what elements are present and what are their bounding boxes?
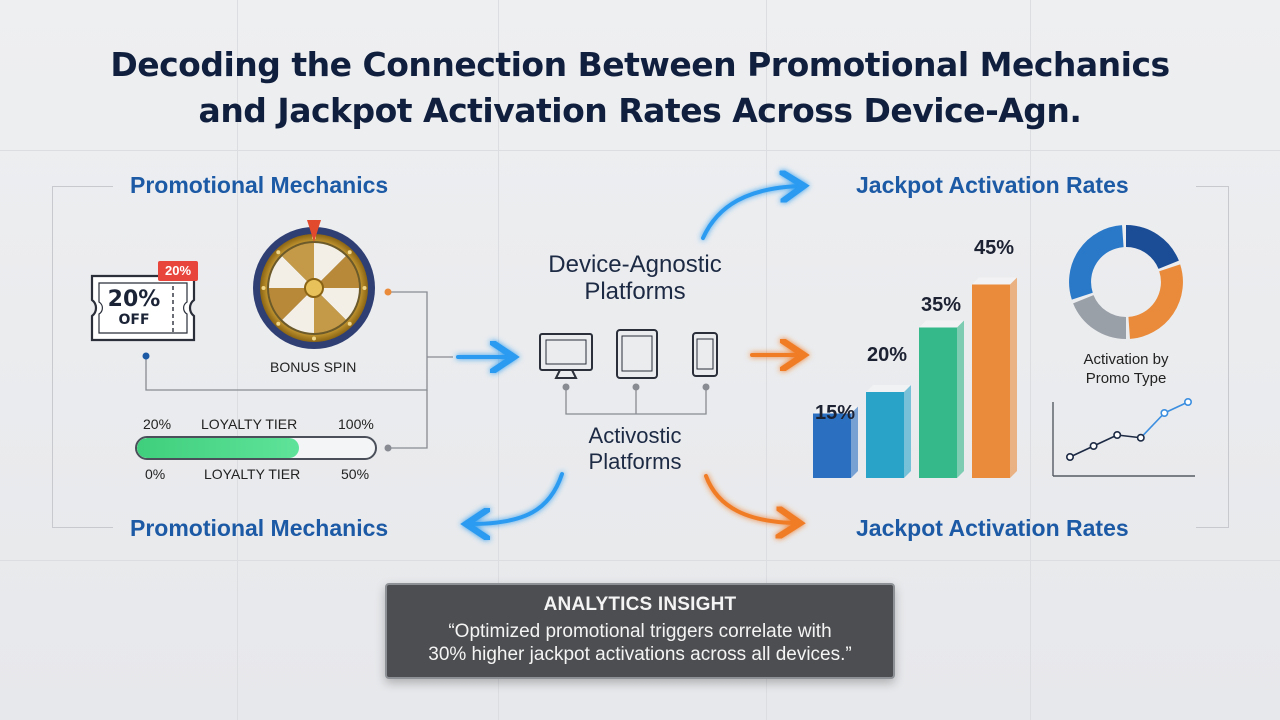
loyalty-bottom-min: 0% [145,466,166,482]
bar [866,385,911,478]
connector-dot [562,383,570,391]
activostic-line2: Platforms [588,449,682,474]
donut-caption: Activation by Promo Type [1056,350,1196,388]
promotional-mechanics-heading-bottom: Promotional Mechanics [130,515,389,541]
trend-point [1066,452,1075,461]
phone-icon [692,332,718,377]
page-title: Decoding the Connection Between Promotio… [0,42,1280,134]
connector-dot [702,383,710,391]
coupon-tag: 20% [158,261,198,281]
device-connectors [565,387,707,415]
device-agnostic-line2: Platforms [584,278,686,305]
grid-line [766,0,767,720]
bar [972,277,1017,478]
insight-quote-line2: 30% higher jackpot activations across al… [428,644,852,665]
grid-line [237,0,238,720]
jackpot-activation-heading-bottom: Jackpot Activation Rates [856,515,1129,541]
loyalty-top-max: 100% [338,416,374,432]
trend-segment [1069,445,1094,458]
grid-line [0,150,1280,151]
title-line-2: and Jackpot Activation Rates Across Devi… [198,91,1082,130]
insight-quote-line1: “Optimized promotional triggers correlat… [448,621,832,642]
device-agnostic-line1: Device-Agnostic [548,251,722,278]
trend-point [1113,430,1122,439]
donut-slice [1069,225,1125,300]
loyalty-progress-bar [135,436,377,460]
grid-line [1030,0,1031,720]
left-frame [52,186,113,528]
trend-segment [1093,434,1118,447]
flow-arrows [456,186,800,524]
insight-quote: “Optimized promotional triggers correlat… [387,620,893,666]
loyalty-top-min: 20% [143,416,172,432]
prize-wheel-icon [253,220,375,349]
activostic-heading: Activostic Platforms [520,423,750,475]
coupon-percent: 20% [107,287,161,312]
left-connectors [145,291,453,449]
bar-value-label: 20% [867,344,908,366]
donut-slice [1125,224,1179,270]
activation-bar-chart [813,277,1017,478]
bar-value-label: 45% [974,237,1015,259]
coupon-off-label: OFF [118,312,150,328]
connector-dot [632,383,640,391]
monitor-icon [539,333,593,379]
donut-slice [1127,264,1183,339]
arrow-middle-up-right [701,186,800,240]
coupon-icon [90,274,196,342]
trend-point [1184,397,1193,406]
trend-point [1089,441,1098,450]
title-line-1: Decoding the Connection Between Promotio… [110,45,1170,84]
donut-caption-line2: Promo Type [1085,370,1167,387]
donut-caption-line1: Activation by [1083,351,1169,368]
device-agnostic-heading: Device-Agnostic Platforms [520,251,750,305]
arrow-middle-down-right [704,474,796,523]
connector-dot [384,444,392,452]
trend-point [1136,433,1145,442]
right-frame [1196,186,1229,528]
trend-line-chart [1052,397,1195,477]
promotional-mechanics-heading: Promotional Mechanics [130,172,389,198]
loyalty-progress-fill [137,438,299,458]
donut-slice [1073,294,1127,340]
bar-value-label: 35% [921,294,962,316]
loyalty-bottom-max: 50% [341,466,370,482]
bar [919,320,964,478]
grid-line [0,560,1280,561]
trend-segment [1164,401,1189,414]
insight-title: ANALYTICS INSIGHT [543,594,737,615]
loyalty-top-label: LOYALTY TIER [201,416,298,432]
activostic-line1: Activostic [588,423,682,448]
trend-point [1160,408,1169,417]
bonus-spin-label: BONUS SPIN [270,359,357,375]
connector-dot [384,288,392,296]
arrow-middle-down-left [470,472,564,524]
coupon-value: 20% OFF [104,287,164,330]
trend-segment [1140,412,1165,439]
analytics-insight-panel: ANALYTICS INSIGHT “Optimized promotional… [385,583,895,679]
promo-donut-chart [1069,224,1183,340]
connector-dot [142,352,150,360]
tablet-icon [616,329,658,379]
bar-value-label: 15% [815,402,856,424]
bar [813,406,858,478]
jackpot-activation-heading: Jackpot Activation Rates [856,172,1129,198]
loyalty-bottom-label: LOYALTY TIER [204,466,301,482]
